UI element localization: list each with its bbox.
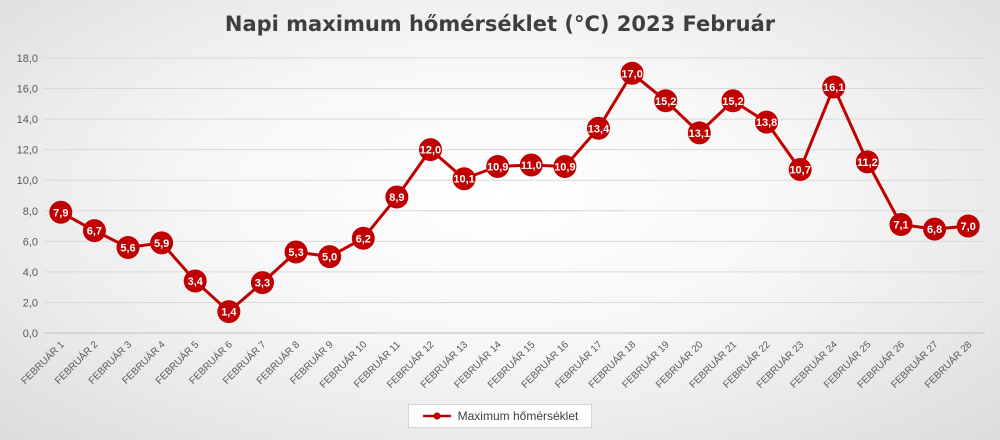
y-tick-label: 0,0: [23, 328, 38, 340]
data-label: 7,0: [961, 221, 976, 233]
data-point: [318, 245, 342, 269]
data-point: [452, 167, 476, 191]
data-point: [82, 219, 106, 243]
data-label: 10,9: [487, 161, 508, 173]
data-point: [217, 300, 241, 324]
y-tick-label: 8,0: [23, 206, 38, 218]
data-point: [923, 217, 947, 241]
data-point: [553, 154, 577, 178]
data-point: [49, 200, 73, 224]
y-tick-label: 18,0: [17, 53, 38, 65]
data-point: [755, 110, 779, 134]
data-label: 13,1: [689, 128, 710, 140]
data-label: 11,2: [857, 157, 878, 169]
legend-series-label: Maximum hőmérséklet: [457, 409, 579, 423]
data-point: [116, 235, 140, 259]
y-tick-label: 14,0: [17, 114, 38, 126]
data-point: [284, 240, 308, 264]
data-label: 17,0: [621, 68, 642, 80]
y-tick-label: 16,0: [17, 84, 38, 96]
data-point: [486, 154, 510, 178]
data-label: 12,0: [420, 145, 441, 157]
data-label: 10,9: [554, 161, 575, 173]
data-point: [250, 271, 274, 295]
data-label: 15,2: [655, 96, 676, 108]
chart-legend: Maximum hőmérséklet: [408, 404, 592, 428]
data-point: [620, 61, 644, 85]
data-point: [418, 138, 442, 162]
data-point: [687, 121, 711, 145]
data-label: 10,7: [789, 165, 810, 177]
y-tick-label: 12,0: [17, 145, 38, 157]
data-point: [183, 269, 207, 293]
chart-title: Napi maximum hőmérséklet (°C) 2023 Febru…: [224, 12, 776, 36]
data-point: [519, 153, 543, 177]
data-point: [822, 75, 846, 99]
data-label: 6,2: [356, 233, 371, 245]
data-point: [351, 226, 375, 250]
data-label: 5,0: [322, 252, 337, 264]
y-tick-label: 4,0: [23, 267, 38, 279]
data-label: 5,3: [288, 247, 303, 259]
data-label: 5,9: [154, 238, 169, 250]
data-label: 13,4: [588, 123, 610, 135]
data-label: 1,4: [221, 307, 237, 319]
data-point: [150, 231, 174, 255]
series-line: [60, 71, 969, 314]
data-label: 13,8: [756, 117, 777, 129]
data-label: 3,4: [188, 276, 204, 288]
y-tick-label: 2,0: [23, 297, 38, 309]
data-point: [788, 158, 812, 182]
y-tick-label: 10,0: [17, 175, 38, 187]
data-point: [385, 185, 409, 209]
legend-line-marker-icon: [422, 412, 451, 420]
data-label: 10,1: [453, 174, 474, 186]
data-label: 6,7: [87, 226, 102, 238]
data-label: 16,1: [823, 82, 844, 94]
data-point: [587, 116, 611, 140]
data-point: [956, 214, 980, 238]
data-label: 7,9: [53, 207, 68, 219]
data-label: 7,1: [893, 220, 908, 232]
data-label: 3,3: [255, 278, 270, 290]
data-label: 11,0: [521, 160, 542, 172]
y-tick-label: 6,0: [23, 236, 38, 248]
data-label: 5,6: [120, 242, 135, 254]
data-point: [855, 150, 879, 174]
data-point: [889, 213, 913, 237]
data-label: 6,8: [927, 224, 942, 236]
data-point: [654, 89, 678, 113]
data-label: 15,2: [722, 96, 743, 108]
data-label: 8,9: [389, 192, 404, 204]
data-point: [721, 89, 745, 113]
